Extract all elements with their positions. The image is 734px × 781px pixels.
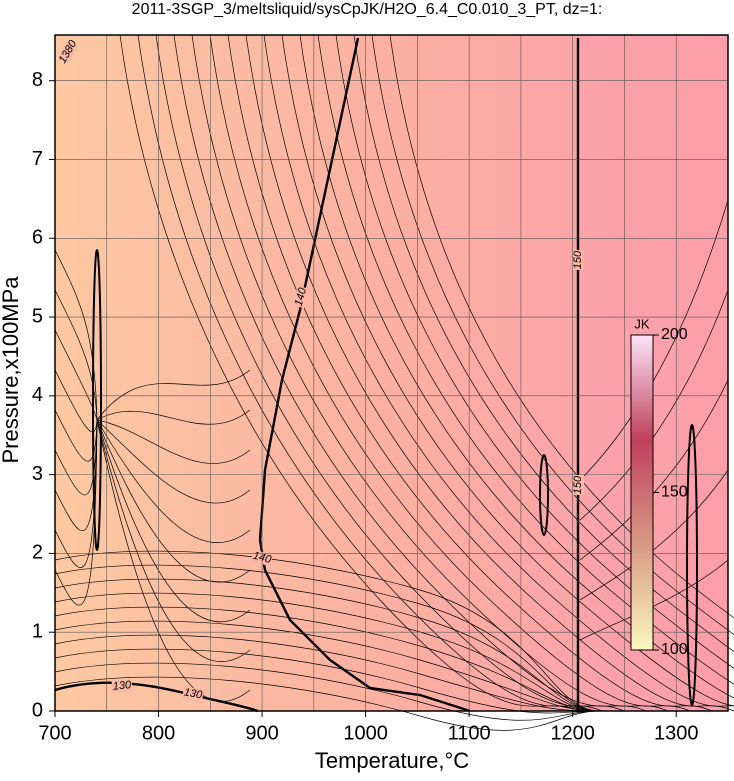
- contour-line: [353, 34, 734, 653]
- y-axis-label: Pressure,x100MPa: [0, 276, 23, 464]
- contour-line: [54, 564, 601, 712]
- contour-line: [54, 606, 601, 712]
- contour-line: [227, 34, 713, 712]
- contour-cluster: [539, 454, 549, 536]
- contour-140: [258, 37, 471, 713]
- contour-line: [54, 419, 251, 662]
- colorbar-tick-label: 100: [661, 641, 688, 658]
- contour-line: [54, 419, 251, 623]
- contour-line: [389, 34, 734, 619]
- colorbar: [630, 334, 654, 651]
- x-tick-label: 1100: [448, 722, 491, 744]
- contour-line: [54, 409, 251, 543]
- contour-line: [119, 34, 581, 712]
- plot-frame: [54, 34, 729, 712]
- contour-line: [54, 419, 251, 702]
- y-tick-label: 2: [32, 542, 43, 564]
- x-axis-label: Temperature,°C: [315, 748, 469, 773]
- contour-line: [137, 34, 603, 712]
- contour-label: 130: [112, 679, 132, 693]
- contour-line: [209, 34, 691, 712]
- contour-label: 140: [293, 286, 310, 308]
- y-tick-label: 0: [32, 699, 43, 721]
- contour-label-bg: [572, 475, 584, 495]
- colorbar-tick-label: 150: [661, 484, 688, 501]
- contour-line: [54, 648, 601, 714]
- contour-line: [54, 592, 601, 712]
- x-tick-label: 1000: [343, 722, 388, 744]
- y-tick-label: 8: [32, 69, 43, 91]
- contour-label: 140: [252, 550, 274, 567]
- x-tick-label: 1300: [654, 722, 699, 744]
- contour-line: [245, 34, 734, 712]
- contour-cluster: [686, 424, 698, 706]
- colorbar-label: JK: [634, 316, 650, 331]
- y-tick-label: 7: [32, 148, 43, 170]
- contour-line: [54, 620, 601, 712]
- contour-label: 150: [572, 475, 584, 494]
- y-tick-label: 4: [32, 384, 43, 406]
- contour-label: 130: [183, 686, 204, 701]
- contour-label-bg: [111, 679, 133, 693]
- contour-line: [299, 34, 734, 699]
- contour-line: [54, 578, 601, 712]
- contour-line: [54, 676, 601, 731]
- contour-label-bg: [57, 40, 79, 64]
- y-tick-label: 1: [32, 620, 43, 642]
- x-tick-label: 700: [38, 722, 71, 744]
- contour-line: [317, 34, 734, 685]
- y-tick-label: 6: [32, 227, 43, 249]
- contour-line: [263, 34, 734, 707]
- contour-label: 150: [572, 250, 584, 269]
- y-tick-label: 5: [32, 305, 43, 327]
- contour-label-bg: [292, 285, 310, 309]
- colorbar-tick-label: 200: [661, 326, 688, 343]
- contour-130: [54, 681, 259, 713]
- contour-line: [54, 662, 601, 721]
- contour-line: [54, 249, 251, 421]
- contour-line: [54, 329, 251, 464]
- x-tick-label: 1200: [550, 722, 595, 744]
- contour-line: [335, 34, 734, 669]
- y-tick-label: 3: [32, 463, 43, 485]
- contour-line: [54, 634, 601, 712]
- contour-cluster: [92, 249, 102, 551]
- x-tick-label: 800: [142, 722, 175, 744]
- contour-line: [173, 34, 647, 712]
- chart-title: 2011-3SGP_3/meltsliquid/sysCpJK/H2O_6.4_…: [132, 1, 603, 18]
- x-tick-label: 900: [245, 722, 278, 744]
- contour-line: [54, 369, 251, 504]
- contour-line: [54, 419, 251, 583]
- contour-line: [54, 289, 251, 425]
- contour-label-bg: [572, 250, 584, 270]
- contour-line: [191, 34, 669, 712]
- contour-line: [54, 550, 601, 712]
- contour-label-bg: [182, 686, 204, 702]
